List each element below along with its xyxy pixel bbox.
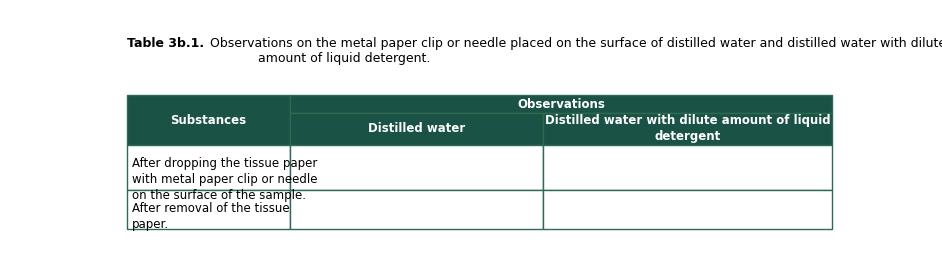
Bar [544, 145, 832, 190]
Bar [290, 95, 832, 113]
Bar [290, 113, 544, 145]
Text: Observations on the metal paper clip or needle placed on the surface of distille: Observations on the metal paper clip or … [198, 37, 942, 65]
Text: Substances: Substances [171, 114, 247, 127]
Bar [126, 145, 290, 190]
Text: Distilled water: Distilled water [368, 122, 465, 135]
Bar [126, 190, 290, 229]
Text: After dropping the tissue paper
with metal paper clip or needle
on the surface o: After dropping the tissue paper with met… [132, 157, 317, 202]
Bar [290, 190, 544, 229]
Text: Table 3b.1.: Table 3b.1. [126, 37, 203, 50]
Bar [290, 145, 544, 190]
Text: Distilled water with dilute amount of liquid
detergent: Distilled water with dilute amount of li… [544, 114, 831, 143]
Bar [544, 113, 832, 145]
Text: Observations: Observations [517, 98, 605, 110]
Bar [544, 190, 832, 229]
Text: After removal of the tissue
paper.: After removal of the tissue paper. [132, 203, 290, 231]
Bar [126, 95, 290, 145]
